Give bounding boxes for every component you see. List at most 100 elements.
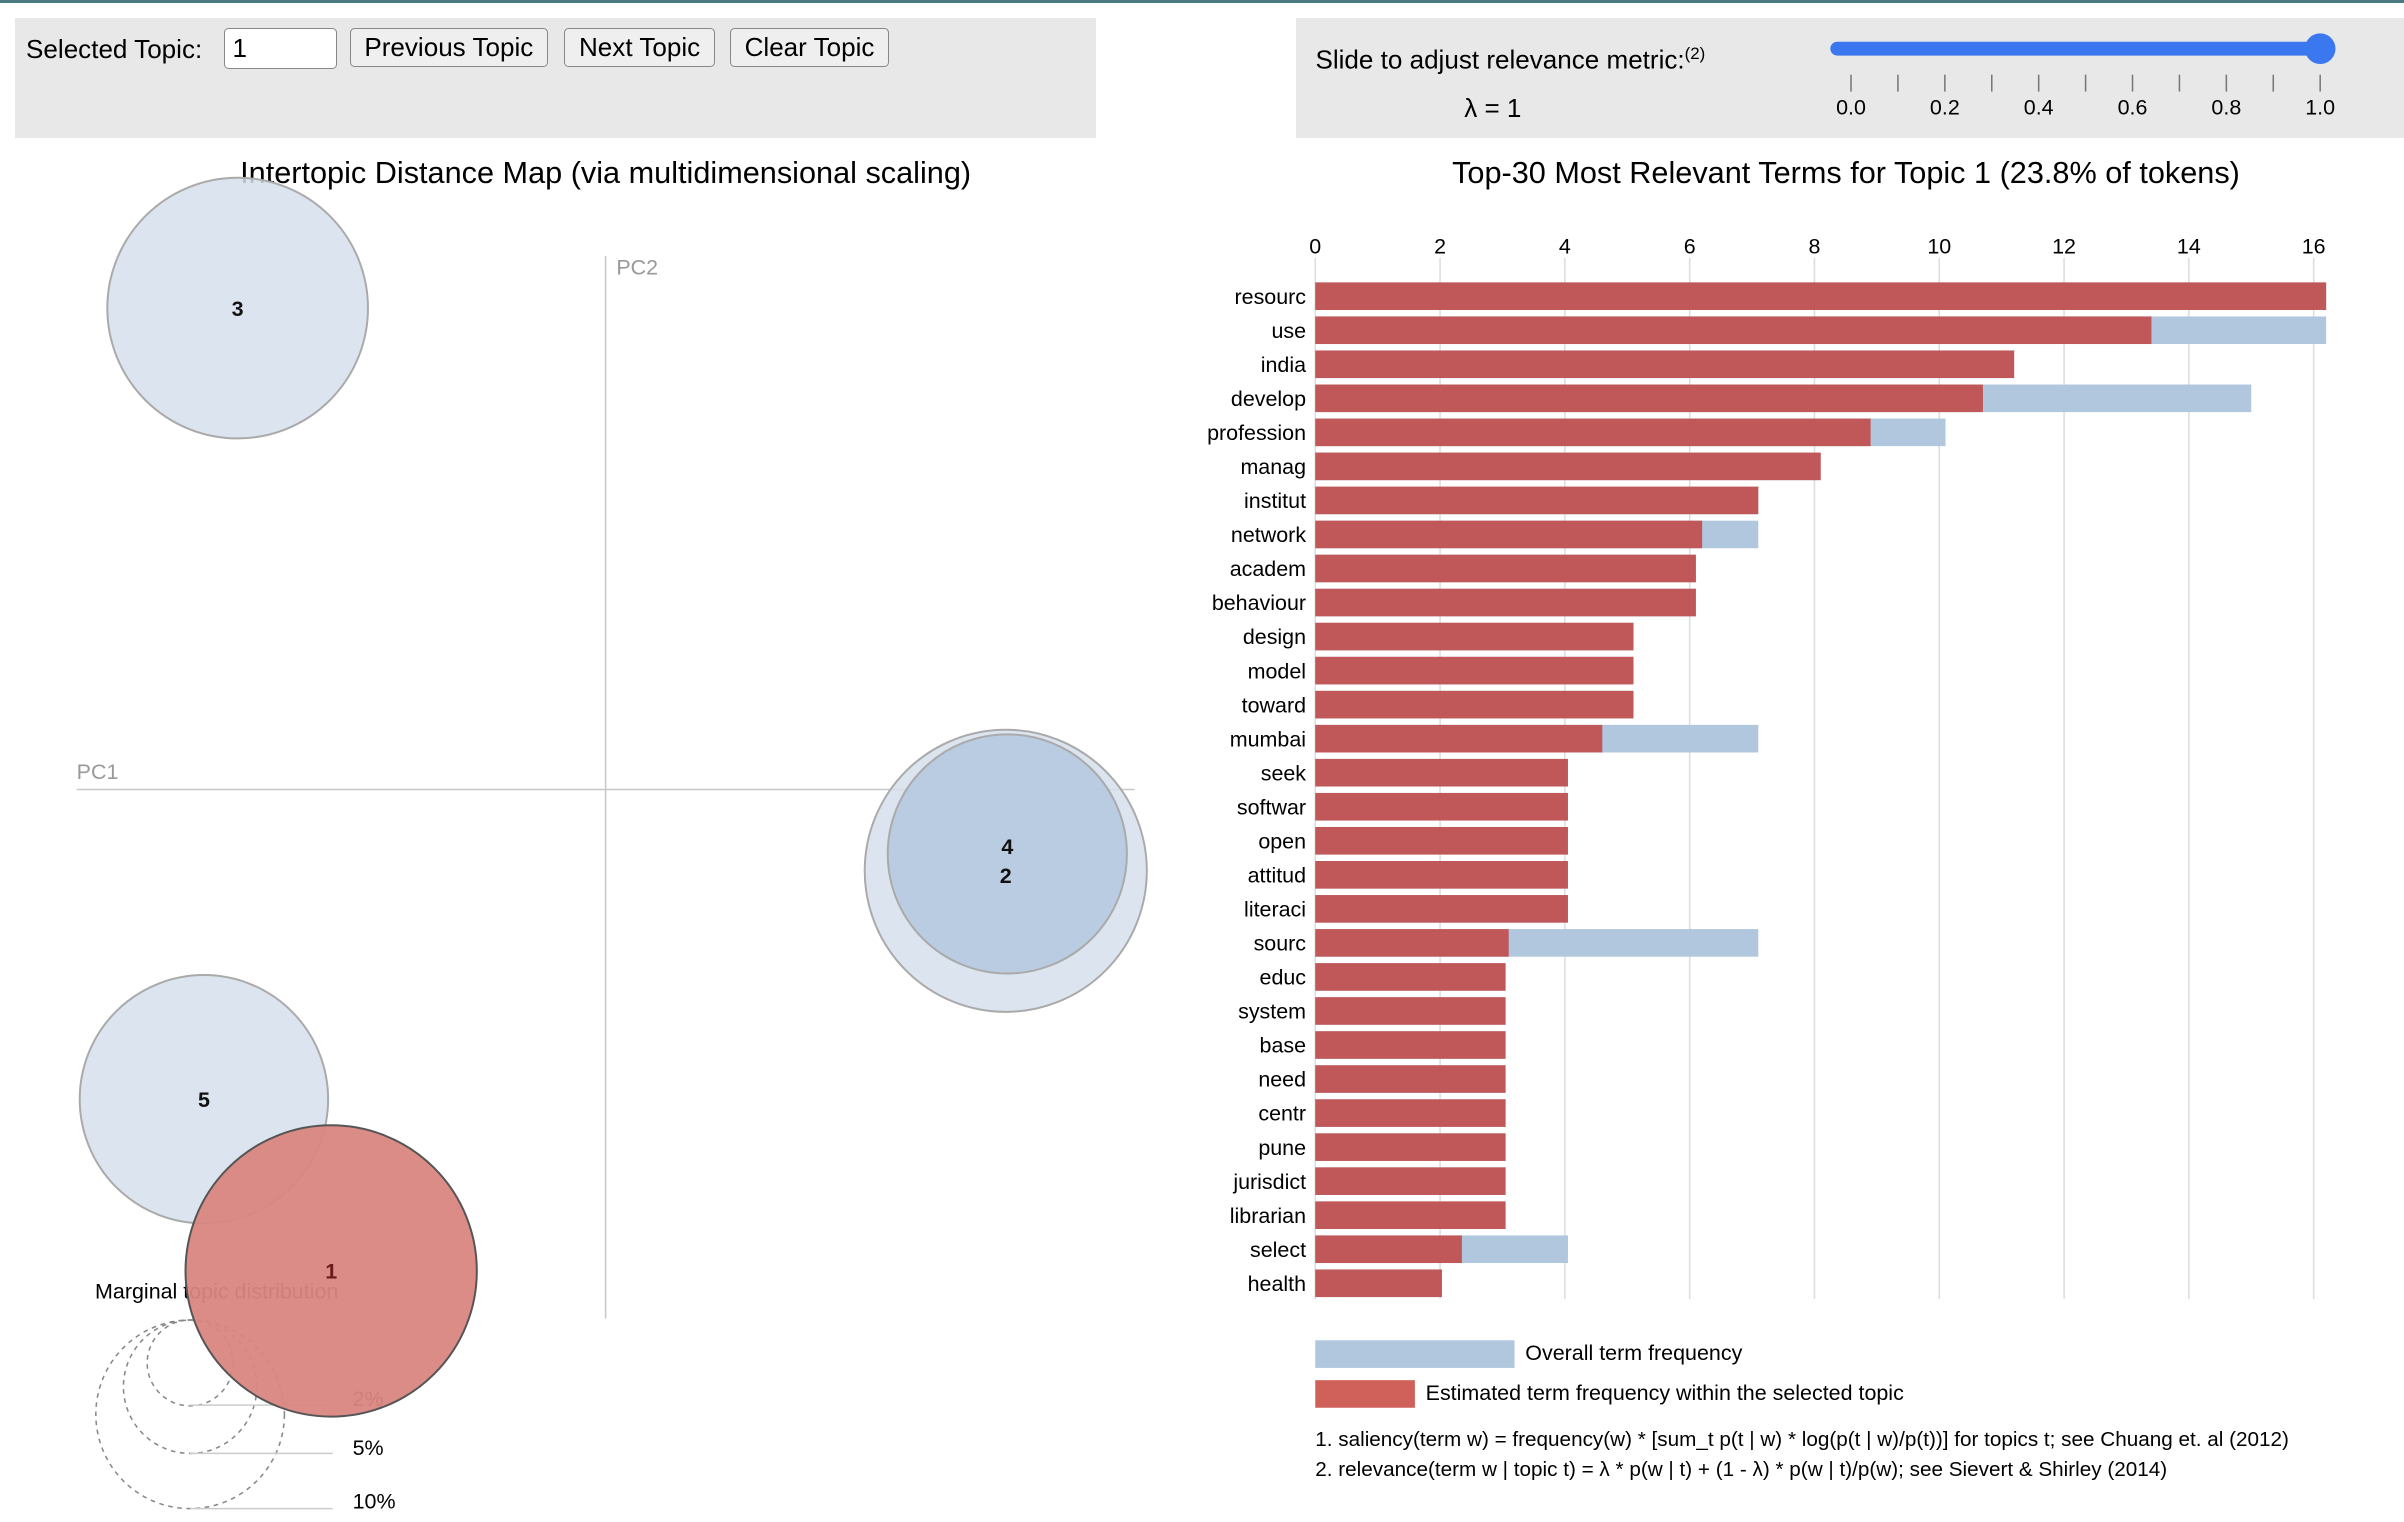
x-tick-label: 8 [1809, 234, 1821, 258]
term-label[interactable]: institut [1244, 489, 1306, 513]
term-label[interactable]: seek [1261, 761, 1307, 785]
footnote-2: 2. relevance(term w | topic t) = λ * p(w… [1315, 1458, 2167, 1481]
intertopic-distance-map: PC2 PC1 Marginal topic distribution 2% 5… [76, 176, 1148, 1514]
bar-topic-frequency[interactable] [1315, 894, 1569, 923]
footnote-ref: (2) [1684, 44, 1706, 64]
term-label[interactable]: toward [1242, 693, 1306, 717]
bar-topic-frequency[interactable] [1315, 384, 1984, 412]
topic-label-5: 5 [198, 1088, 210, 1112]
term-label[interactable]: centr [1259, 1101, 1307, 1125]
bar-topic-frequency[interactable] [1315, 758, 1569, 787]
slider-handle[interactable] [2304, 33, 2336, 65]
x-tick-label: 14 [2177, 234, 2201, 258]
pc2-label: PC2 [616, 255, 658, 279]
map-title: Intertopic Distance Map (via multidimens… [240, 156, 972, 191]
bar-topic-frequency[interactable] [1315, 792, 1569, 821]
term-label[interactable]: sourc [1254, 931, 1307, 955]
previous-topic-button[interactable]: Previous Topic [349, 27, 549, 68]
term-label[interactable]: literaci [1244, 897, 1306, 921]
x-tick-label: 10 [1928, 234, 1952, 258]
term-label[interactable]: network [1231, 523, 1306, 547]
bar-topic-frequency[interactable] [1315, 588, 1697, 616]
term-label[interactable]: academ [1230, 557, 1306, 581]
bar-topic-frequency[interactable] [1315, 452, 1821, 480]
slider-tick-label: 0.6 [2117, 96, 2147, 120]
slider-tick-label: 1.0 [2305, 96, 2335, 120]
term-label[interactable]: use [1272, 319, 1307, 343]
term-label[interactable]: softwar [1237, 795, 1306, 819]
topic-circle-3[interactable] [106, 176, 369, 440]
topic-label-2: 2 [1000, 864, 1012, 888]
selected-topic-label: Selected Topic: [26, 33, 203, 64]
bar-topic-frequency[interactable] [1315, 1064, 1506, 1093]
next-topic-button[interactable]: Next Topic [564, 27, 715, 68]
topic-label-1: 1 [325, 1260, 337, 1284]
relevance-label: Slide to adjust relevance metric:(2) [1315, 44, 1705, 76]
legend-label-overall: Overall term frequency [1526, 1341, 1743, 1365]
selected-topic-input[interactable] [223, 27, 338, 69]
lambda-value: λ = 1 [1464, 93, 1522, 124]
x-tick-label: 12 [2052, 234, 2076, 258]
term-label[interactable]: need [1259, 1067, 1307, 1091]
bar-topic-frequency[interactable] [1315, 418, 1871, 446]
footnote-1: 1. saliency(term w) = frequency(w) * [su… [1315, 1428, 2289, 1451]
term-label[interactable]: base [1260, 1033, 1307, 1057]
bar-topic-frequency[interactable] [1315, 1235, 1463, 1263]
term-label[interactable]: educ [1260, 965, 1307, 989]
topic-label-4: 4 [1001, 835, 1013, 859]
term-label[interactable]: profession [1207, 421, 1306, 445]
term-label[interactable]: pune [1259, 1135, 1307, 1159]
bar-topic-frequency[interactable] [1315, 282, 2327, 310]
bar-topic-frequency[interactable] [1315, 656, 1634, 685]
term-label[interactable]: mumbai [1230, 727, 1306, 751]
term-label[interactable]: model [1248, 659, 1306, 683]
bar-chart-title: Top-30 Most Relevant Terms for Topic 1 (… [1452, 156, 2240, 191]
term-label[interactable]: design [1243, 625, 1306, 649]
bar-topic-frequency[interactable] [1315, 1201, 1506, 1229]
term-label[interactable]: open [1259, 829, 1307, 853]
marginal-label-5: 5% [353, 1436, 384, 1460]
bar-topic-frequency[interactable] [1315, 1132, 1506, 1161]
term-label[interactable]: librarian [1230, 1204, 1306, 1228]
x-tick-label: 0 [1310, 234, 1322, 258]
relevant-terms-bar-chart: 0 2 4 6 8 10 12 14 16 resourc use india develop profe… [1207, 234, 2327, 1481]
topic-label-3: 3 [232, 297, 244, 321]
term-label[interactable]: resourc [1235, 284, 1307, 308]
x-tick-label: 6 [1684, 234, 1696, 258]
bar-topic-frequency[interactable] [1315, 724, 1603, 753]
term-label[interactable]: behaviour [1212, 591, 1306, 615]
bar-topic-frequency[interactable] [1315, 1030, 1506, 1059]
bar-topic-frequency[interactable] [1315, 928, 1509, 957]
term-label[interactable]: jurisdict [1233, 1169, 1307, 1193]
topic-circle-1[interactable] [184, 1124, 478, 1418]
term-label[interactable]: manag [1241, 455, 1307, 479]
clear-topic-button[interactable]: Clear Topic [729, 27, 890, 68]
term-label[interactable]: develop [1231, 387, 1306, 411]
bar-topic-frequency[interactable] [1315, 1269, 1443, 1297]
bar-topic-frequency[interactable] [1315, 1098, 1506, 1127]
bar-topic-frequency[interactable] [1315, 486, 1759, 514]
bar-topic-frequency[interactable] [1315, 860, 1569, 889]
bar-topic-frequency[interactable] [1315, 690, 1634, 719]
bar-topic-frequency[interactable] [1315, 316, 2152, 344]
bar-topic-frequency[interactable] [1315, 350, 2015, 378]
x-tick-label: 4 [1559, 234, 1571, 258]
bar-topic-frequency[interactable] [1315, 962, 1506, 991]
term-label[interactable]: select [1250, 1238, 1306, 1262]
marginal-label-10: 10% [353, 1490, 396, 1514]
bar-topic-frequency[interactable] [1315, 554, 1697, 582]
term-label[interactable]: system [1238, 999, 1306, 1023]
term-label[interactable]: india [1261, 353, 1306, 377]
topic-circle-4[interactable] [886, 733, 1128, 975]
legend-swatch-topic [1315, 1379, 1416, 1408]
bar-topic-frequency[interactable] [1315, 996, 1506, 1025]
term-label[interactable]: health [1248, 1272, 1306, 1296]
term-label[interactable]: attitud [1248, 863, 1306, 887]
bar-topic-frequency[interactable] [1315, 1166, 1506, 1195]
bar-topic-frequency[interactable] [1315, 826, 1569, 855]
relevance-slider[interactable]: 0.0 0.2 0.4 0.6 0.8 1.0 [1296, 18, 2404, 138]
bar-topic-frequency[interactable] [1315, 622, 1634, 651]
slider-tick-label: 0.8 [2211, 96, 2241, 120]
bar-topic-frequency[interactable] [1315, 520, 1703, 548]
